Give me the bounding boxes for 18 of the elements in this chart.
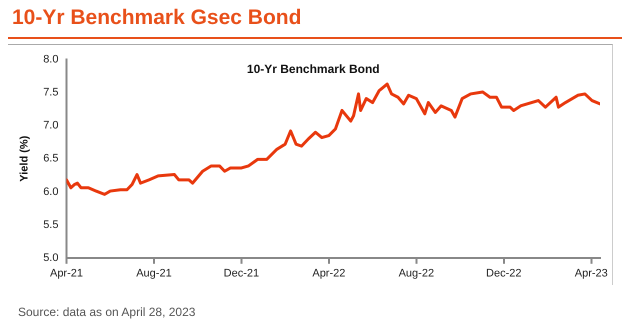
- x-tick-label: Dec-22: [486, 267, 522, 280]
- y-tick-label: 5.0: [43, 252, 58, 264]
- x-tick-label: Apr-21: [50, 267, 84, 280]
- x-tick-label: Dec-21: [224, 267, 260, 280]
- y-tick-label: 7.5: [43, 86, 58, 99]
- chart-subtitle: 10-Yr Benchmark Bond: [246, 62, 380, 76]
- y-tick-label: 6.0: [43, 186, 58, 198]
- x-tick-label: Aug-22: [398, 267, 434, 280]
- x-tick-label: Apr-23: [574, 267, 608, 280]
- x-tick-label: Aug-21: [136, 267, 172, 280]
- source-note: Source: data as on April 28, 2023: [18, 305, 196, 319]
- y-axis-title: Yield (%): [18, 135, 31, 182]
- y-tick-label: 5.5: [43, 218, 58, 231]
- y-tick-label: 6.5: [43, 152, 58, 165]
- chart-title: 10-Yr Benchmark Gsec Bond: [12, 6, 302, 30]
- y-tick-label: 7.0: [43, 120, 58, 132]
- x-tick-label: Apr-22: [312, 267, 346, 280]
- y-tick-label: 8.0: [43, 54, 58, 66]
